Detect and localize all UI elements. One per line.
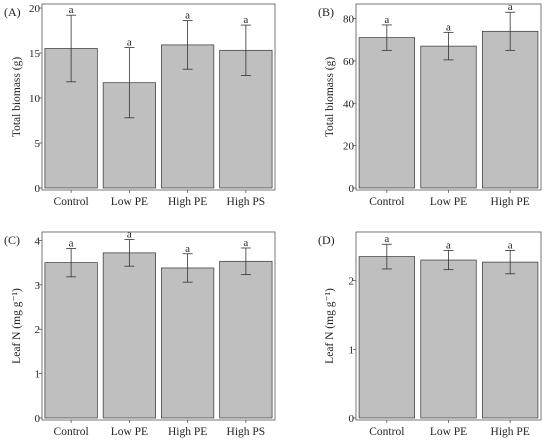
y-tick-label: 10	[29, 93, 41, 105]
x-tick-label: High PS	[227, 426, 266, 438]
x-tick-label: Control	[54, 196, 89, 208]
panel-label: (B)	[318, 5, 334, 19]
significance-label: a	[127, 229, 132, 241]
significance-label: a	[243, 14, 248, 26]
y-tick-label: 20	[29, 3, 41, 15]
y-tick-label: 15	[29, 48, 41, 60]
x-tick-label: Low PE	[430, 196, 467, 208]
significance-label: a	[508, 239, 513, 251]
y-tick-label: 0	[35, 183, 41, 195]
y-tick-label: 80	[343, 14, 355, 26]
significance-label: a	[69, 4, 74, 16]
significance-label: a	[127, 37, 132, 49]
bar	[219, 260, 273, 419]
y-tick-label: 0	[349, 413, 355, 425]
x-tick-label: High PE	[168, 426, 207, 438]
y-tick-label: 2	[35, 324, 41, 336]
plot-frame	[41, 3, 276, 191]
y-tick-label: 20	[343, 141, 355, 153]
panel-label: (A)	[4, 5, 21, 19]
bar	[420, 45, 477, 189]
y-tick-label: 0	[349, 183, 355, 195]
bar	[420, 259, 477, 419]
bar	[482, 261, 539, 419]
significance-label: a	[384, 233, 389, 245]
bar	[358, 256, 415, 419]
x-tick-label: Control	[369, 196, 404, 208]
significance-label: a	[243, 237, 248, 249]
x-tick-label: Control	[54, 426, 89, 438]
y-axis-title: Total biomass (g)	[324, 57, 336, 137]
y-tick-label: 3	[35, 280, 41, 292]
y-tick-label: 4	[35, 235, 41, 247]
y-tick-label: 2	[349, 276, 355, 288]
y-axis-title: Leaf N (mg g⁻¹)	[11, 288, 23, 364]
x-tick-label: High PE	[168, 196, 207, 208]
significance-label: a	[384, 14, 389, 26]
y-tick-label: 5	[35, 138, 41, 150]
y-tick-label: 60	[343, 56, 355, 68]
x-tick-label: Low PE	[111, 426, 148, 438]
x-tick-label: Low PE	[111, 196, 148, 208]
significance-label: a	[69, 237, 74, 249]
y-tick-label: 0	[35, 413, 41, 425]
panel-a: (A) 0 5 10 15 20 Total biomass (g) a Control a Low…	[4, 3, 276, 208]
significance-label: a	[185, 243, 190, 255]
x-tick-label: Low PE	[430, 426, 467, 438]
panel-b: (B) 0 20 40 60 80 Total biomass (g) a Control a Lo…	[318, 1, 542, 208]
panel-label: (D)	[318, 233, 335, 247]
y-axis-title: Leaf N (mg g⁻¹)	[324, 288, 336, 364]
bar	[102, 252, 156, 419]
x-tick-label: Control	[369, 426, 404, 438]
bar	[358, 37, 415, 189]
y-tick-label: 40	[343, 98, 355, 110]
significance-label: a	[185, 10, 190, 22]
bar	[482, 30, 539, 189]
significance-label: a	[446, 239, 451, 251]
x-tick-label: High PE	[491, 426, 530, 438]
panel-d: (D) 0 1 2 Leaf N (mg g⁻¹) a Control a Low PE a Hig…	[318, 231, 542, 438]
y-tick-label: 1	[35, 369, 41, 381]
plot-frame	[41, 231, 276, 421]
panel-c: (C) 0 1 2 3 4 Leaf N (mg g⁻¹) a Control a Low PE a H…	[4, 229, 276, 438]
x-tick-label: High PE	[491, 196, 530, 208]
bar	[44, 262, 98, 419]
panel-label: (C)	[4, 233, 20, 247]
bar	[161, 267, 215, 419]
y-tick-label: 1	[349, 344, 355, 356]
x-tick-label: High PS	[227, 196, 266, 208]
significance-label: a	[446, 21, 451, 33]
y-axis-title: Total biomass (g)	[11, 57, 23, 137]
significance-label: a	[508, 1, 513, 13]
